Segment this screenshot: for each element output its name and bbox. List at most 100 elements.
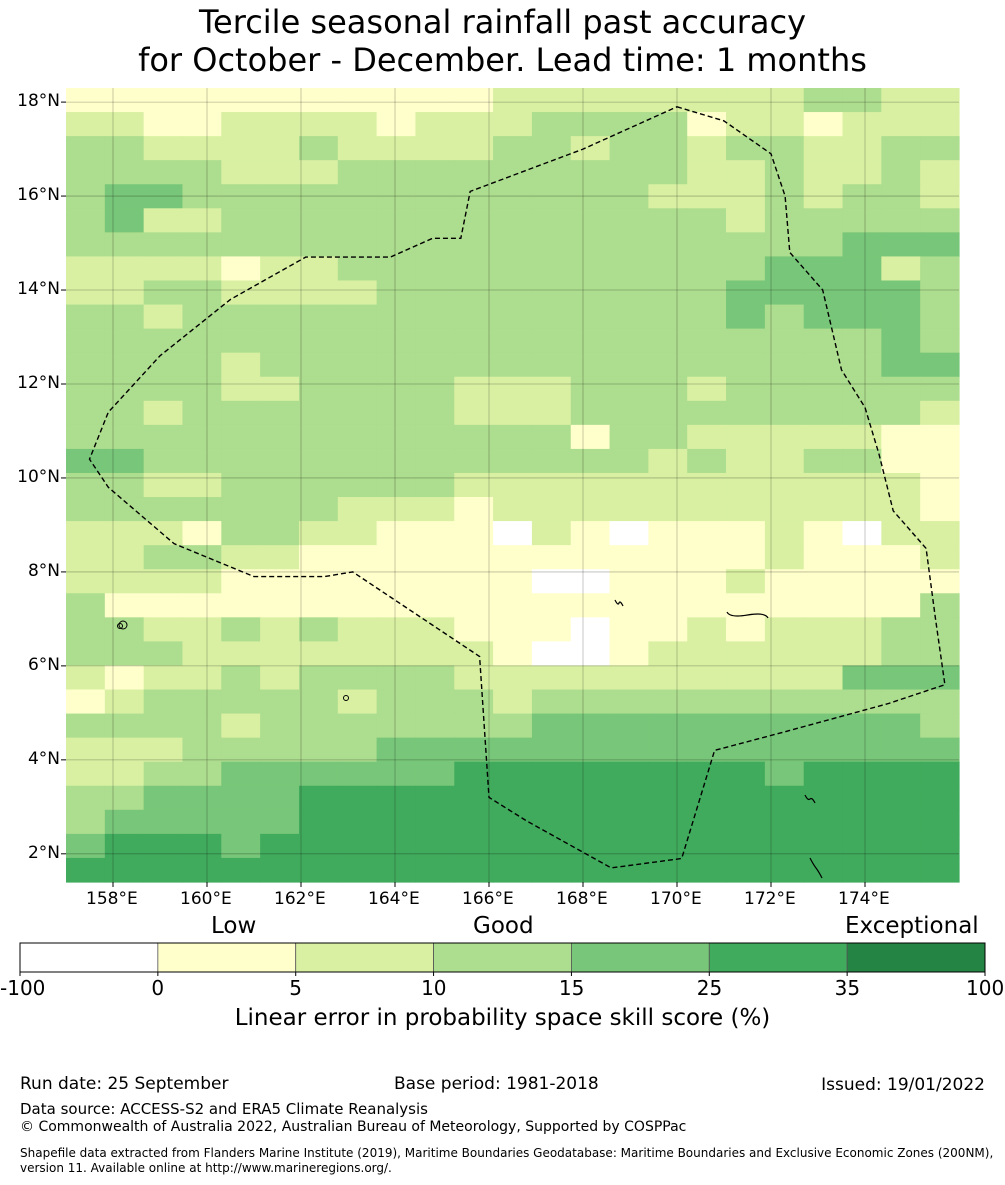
skill-cell: [764, 352, 805, 378]
skill-cell: [298, 641, 339, 667]
skill-cell: [570, 328, 611, 354]
skill-cell: [66, 208, 106, 233]
skill-cell: [764, 304, 805, 330]
skill-cell: [182, 857, 222, 883]
skill-cell: [260, 785, 300, 811]
skill-cell: [493, 545, 533, 570]
skill-cell: [182, 472, 222, 498]
skill-cell: [842, 160, 882, 185]
skill-cell: [881, 713, 921, 739]
skill-cell: [687, 352, 727, 378]
skill-cell: [881, 112, 921, 137]
skill-cell: [726, 521, 766, 546]
skill-cell: [143, 833, 184, 859]
skill-cell: [143, 593, 184, 618]
skill-cell: [415, 617, 455, 642]
copyright: © Commonwealth of Australia 2022, Austra…: [20, 1119, 687, 1135]
skill-cell: [609, 713, 649, 739]
skill-cell: [376, 857, 417, 883]
lat-label: 4°N: [27, 748, 60, 769]
skill-cell: [687, 448, 727, 474]
skill-cell: [726, 280, 766, 306]
skill-cell: [221, 184, 261, 209]
skill-cell: [143, 569, 184, 594]
skill-cell: [726, 857, 766, 883]
skill-cell: [104, 328, 145, 354]
skill-cell: [881, 376, 921, 402]
skill-cell: [104, 857, 145, 883]
skill-cell: [415, 689, 455, 715]
skill-cell: [764, 472, 805, 498]
skill-cell: [881, 160, 921, 185]
skill-cell: [298, 833, 339, 859]
skill-cell: [920, 545, 960, 570]
skill-cell: [687, 617, 727, 642]
skill-cell: [920, 857, 960, 883]
skill-cell: [687, 376, 727, 402]
skill-cell: [415, 256, 455, 282]
skill-cell: [298, 328, 339, 354]
skill-cell: [493, 304, 533, 330]
skill-cell: [260, 809, 300, 835]
skill-cell: [570, 376, 611, 402]
colorbar-frame: [19, 942, 986, 973]
skill-cell: [66, 136, 106, 161]
skill-cell: [531, 136, 572, 161]
skill-cell: [221, 112, 261, 137]
skill-cell: [531, 472, 572, 498]
skill-cell: [337, 112, 378, 137]
skill-cell: [376, 184, 417, 209]
skill-cell: [764, 448, 805, 474]
skill-cell: [881, 617, 921, 642]
skill-cell: [182, 809, 222, 835]
skill-cell: [415, 497, 455, 522]
colorbar-swatch: [295, 942, 434, 973]
skill-cell: [376, 521, 417, 546]
skill-cell: [609, 232, 649, 258]
skill-cell: [260, 545, 300, 570]
skill-cell: [221, 497, 261, 522]
skill-cell: [454, 857, 494, 883]
colorbar-tick-label: 10: [421, 976, 447, 1000]
skill-cell: [687, 833, 727, 859]
skill-cell: [454, 184, 494, 209]
skill-cell: [415, 328, 455, 354]
skill-cell: [570, 256, 611, 282]
skill-cell: [531, 641, 572, 667]
skill-cell: [842, 665, 882, 691]
colorbar-tick-label: -100: [0, 976, 46, 1000]
skill-cell: [648, 280, 688, 306]
skill-cell: [260, 352, 300, 378]
skill-cell: [415, 665, 455, 691]
skill-cell: [143, 232, 184, 258]
skill-cell: [842, 713, 882, 739]
skill-cell: [143, 857, 184, 883]
skill-cell: [648, 88, 688, 113]
skill-cell: [687, 184, 727, 209]
skill-cell: [66, 304, 106, 330]
skill-cell: [493, 569, 533, 594]
skill-cell: [881, 809, 921, 835]
skill-cell: [104, 184, 145, 209]
skill-cell: [920, 88, 960, 113]
skill-cell: [104, 593, 145, 618]
skill-cell: [454, 521, 494, 546]
skill-cell: [531, 232, 572, 258]
skill-cell: [687, 665, 727, 691]
skill-cell: [182, 232, 222, 258]
skill-cell: [454, 785, 494, 811]
skill-cell: [415, 136, 455, 161]
colorbar-good-label: Good: [473, 913, 534, 939]
skill-cell: [493, 497, 533, 522]
skill-cell: [415, 208, 455, 233]
skill-cell: [764, 280, 805, 306]
skill-cell: [687, 208, 727, 233]
skill-cell: [570, 545, 611, 570]
skill-cell: [493, 112, 533, 137]
skill-cell: [182, 184, 222, 209]
skill-cell: [881, 472, 921, 498]
skill-cell: [570, 160, 611, 185]
skill-cell: [337, 208, 378, 233]
skill-cell: [104, 809, 145, 835]
